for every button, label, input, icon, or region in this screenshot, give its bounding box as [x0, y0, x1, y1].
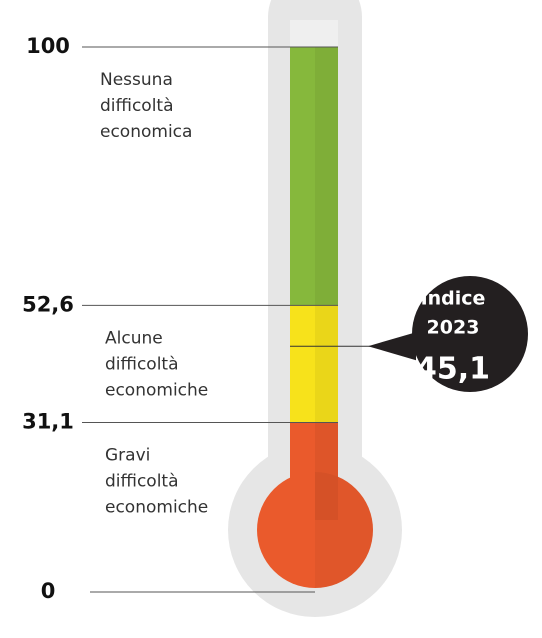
band-label: difficoltà	[105, 472, 179, 492]
band-label: difficoltà	[100, 96, 174, 116]
band-label: economiche	[105, 380, 208, 400]
indicator-value: 45,1	[416, 352, 490, 387]
band-label: Gravi	[105, 446, 150, 466]
indicator-bubble	[412, 276, 528, 392]
y-tick-label: 31,1	[22, 410, 74, 434]
band-label: economiche	[105, 498, 208, 518]
bulb	[257, 472, 373, 588]
band-shade	[315, 422, 338, 520]
band-segment	[290, 305, 338, 423]
indicator-label: 2023	[427, 317, 480, 339]
band-shade	[315, 305, 338, 423]
indicator-label: Indice	[421, 288, 486, 310]
band-segment	[290, 422, 338, 520]
band-label: difficoltà	[105, 354, 179, 374]
band-label: economica	[100, 122, 192, 142]
band-shade	[315, 47, 338, 306]
indicator-pointer	[368, 332, 416, 361]
y-tick-label: 0	[41, 579, 56, 603]
band-label: Alcune	[105, 328, 163, 348]
band-segment	[290, 47, 338, 306]
y-tick-label: 100	[26, 34, 70, 58]
bulb-shade	[315, 472, 373, 588]
y-tick-label: 52,6	[22, 292, 74, 316]
band-label: Nessuna	[100, 70, 173, 90]
